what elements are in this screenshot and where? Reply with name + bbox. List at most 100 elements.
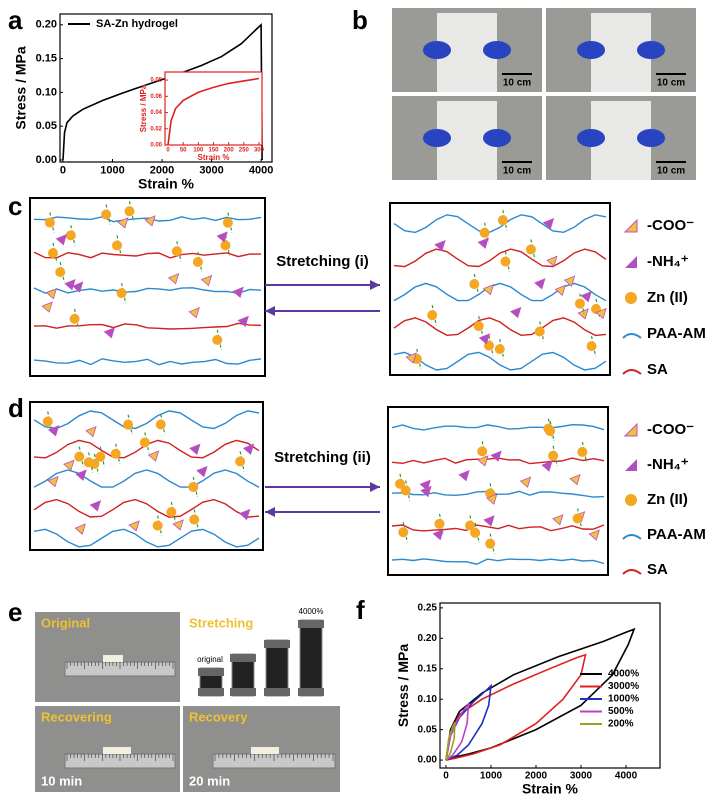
clamp-sample — [299, 619, 323, 697]
legend-label: PAA-AM — [647, 526, 706, 543]
zn-ion — [124, 206, 135, 217]
legend-label: SA — [647, 561, 668, 578]
sample — [251, 747, 279, 754]
polymer-chain — [391, 423, 605, 431]
arrowhead — [265, 306, 275, 316]
panel-label: c — [8, 191, 22, 221]
glove — [423, 41, 451, 59]
nh4-group — [458, 469, 470, 482]
scale-label: 10 cm — [657, 166, 685, 177]
axes-frame — [59, 13, 273, 163]
x-tick-label: 2000 — [150, 165, 174, 177]
x-tick-label: 4000 — [249, 165, 273, 177]
legend-label: Zn (II) — [647, 491, 688, 508]
zn-ion — [152, 520, 163, 531]
photo: 10 cm — [546, 96, 696, 180]
panel-label: b — [352, 5, 368, 35]
zn-ion — [577, 446, 588, 457]
glove — [483, 41, 511, 59]
axes-frame — [439, 602, 661, 769]
arrow-label: Stretching (i) — [276, 253, 369, 270]
zn-ion — [222, 217, 233, 228]
coo-group — [45, 288, 58, 300]
y-tick-label: 0.10 — [36, 86, 57, 98]
clamp — [264, 640, 290, 648]
zn-ion — [101, 209, 112, 220]
nh4-group — [490, 450, 502, 462]
arrowhead — [265, 507, 275, 517]
x-tick-label: 3000 — [570, 771, 593, 782]
coo-group — [144, 215, 156, 227]
coo-group — [128, 520, 140, 532]
zn-ion — [485, 538, 496, 549]
zn-ion — [479, 227, 490, 238]
nh4-group — [510, 306, 522, 319]
nh4-group — [216, 231, 228, 243]
polymer-chain — [33, 251, 261, 259]
coo-group — [546, 255, 558, 267]
zn-ion — [83, 457, 94, 468]
coo-group — [188, 307, 200, 319]
y-tick-label: 0.10 — [418, 694, 438, 705]
nh4-group — [47, 425, 60, 437]
y-tick-label: 0.04 — [150, 110, 162, 116]
coo-group — [63, 459, 75, 471]
zn-ion — [139, 437, 150, 448]
nh4-group — [196, 465, 208, 478]
coo-group — [482, 283, 495, 296]
zn-ion — [574, 298, 585, 309]
glove — [637, 129, 665, 147]
polymer-chain — [33, 358, 262, 366]
nh4-group — [189, 443, 201, 455]
nh4-group — [89, 500, 102, 512]
coo-group — [147, 450, 160, 462]
nh4-group — [55, 234, 68, 246]
zn-ion — [586, 341, 597, 352]
sample-label: original — [197, 655, 223, 664]
legend-icon — [623, 218, 638, 233]
y-axis-label: Stress / MPa — [395, 644, 411, 727]
zn-ion — [65, 230, 76, 241]
panel-label: e — [8, 597, 22, 627]
clamp — [198, 688, 224, 696]
photo: 10 cm — [392, 96, 542, 180]
clamp-sample — [265, 639, 289, 697]
series-line — [167, 77, 260, 146]
legend-icon — [625, 494, 637, 506]
legend-label: -NH₄⁺ — [647, 456, 689, 473]
y-tick-label: 0.25 — [418, 603, 438, 614]
zn-ion — [534, 326, 545, 337]
nh4-group — [71, 281, 84, 293]
coo-group — [200, 274, 213, 287]
zn-ion — [548, 450, 559, 461]
zn-ion — [477, 446, 488, 457]
nh4-group — [232, 286, 244, 299]
legend-label: SA-Zn hydrogel — [96, 18, 178, 30]
y-tick-label: 0.00 — [418, 755, 438, 766]
clamp — [230, 688, 256, 696]
nh4-group — [242, 443, 255, 455]
zn-ion — [497, 215, 508, 226]
zn-ion — [188, 481, 199, 492]
zn-ion — [95, 451, 106, 462]
zn-ion — [69, 313, 80, 324]
zn-ion — [166, 506, 177, 517]
nh4-group — [64, 278, 76, 291]
coo-group — [552, 514, 564, 526]
legend-label: 500% — [608, 706, 634, 717]
coo-group — [74, 523, 86, 535]
zn-ion — [44, 217, 55, 228]
x-tick-label: 4000 — [615, 771, 638, 782]
polymer-chain — [393, 351, 607, 371]
glove — [577, 41, 605, 59]
y-tick-label: 0.00 — [150, 143, 162, 149]
coo-group — [172, 519, 184, 531]
polymer-chain — [33, 322, 262, 330]
coo-group — [85, 425, 97, 438]
coo-group — [486, 493, 498, 505]
legend-icon — [625, 459, 637, 471]
zn-ion — [398, 527, 409, 538]
zn-ion — [74, 451, 85, 462]
legend-icon — [622, 333, 642, 339]
zn-ion — [47, 248, 58, 259]
